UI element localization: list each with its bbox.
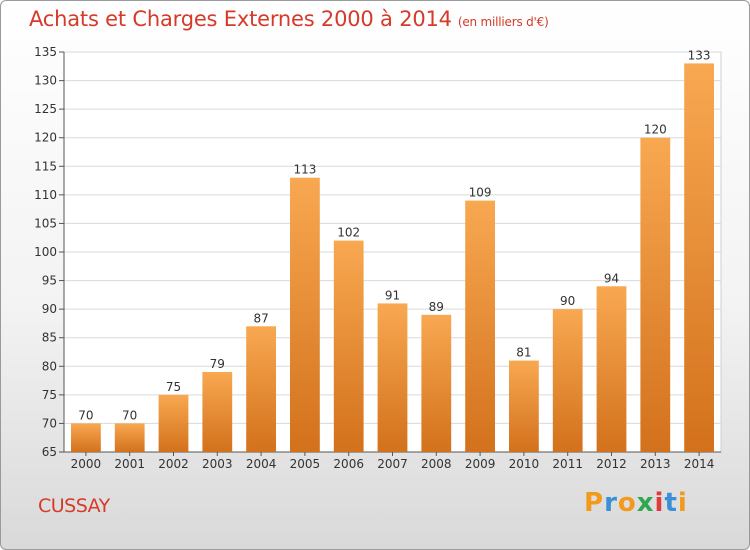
- chart-title: Achats et Charges Externes 2000 à 2014 (e…: [29, 7, 549, 31]
- x-tick-label: 2014: [684, 457, 715, 471]
- bar: [333, 240, 364, 452]
- y-tick-label: 105: [34, 216, 57, 230]
- x-tick-label: 2008: [421, 457, 452, 471]
- logo-letter: P: [584, 488, 605, 518]
- x-tick-label: 2012: [596, 457, 627, 471]
- bar: [552, 309, 583, 452]
- y-tick-label: 65: [42, 445, 57, 459]
- bar: [640, 137, 671, 452]
- y-tick-label: 95: [42, 274, 57, 288]
- bar: [377, 303, 408, 452]
- bar: [421, 314, 452, 452]
- y-tick-label: 100: [34, 245, 57, 259]
- logo-letter: i: [654, 488, 665, 518]
- data-label: 109: [469, 186, 492, 200]
- bar: [290, 177, 320, 452]
- logo-letter: i: [677, 488, 688, 518]
- bar: [465, 200, 495, 452]
- bar: [114, 423, 145, 452]
- y-tick-label: 110: [34, 188, 57, 202]
- y-tick-label: 70: [42, 416, 57, 430]
- y-tick-label: 125: [34, 102, 57, 116]
- data-label: 70: [78, 408, 93, 422]
- y-tick-label: 120: [34, 131, 57, 145]
- bar: [158, 394, 189, 452]
- x-tick-label: 2009: [465, 457, 496, 471]
- bar: [596, 286, 627, 452]
- data-label: 70: [122, 408, 137, 422]
- x-tick-label: 2007: [377, 457, 408, 471]
- logo-letter: x: [636, 488, 655, 518]
- chart-title-text: Achats et Charges Externes 2000 à 2014: [29, 7, 452, 31]
- data-label: 91: [385, 288, 400, 302]
- bar: [202, 372, 233, 452]
- logo-letter: o: [617, 488, 637, 518]
- x-tick-label: 2003: [202, 457, 233, 471]
- y-tick-label: 90: [42, 302, 57, 316]
- x-tick-label: 2000: [71, 457, 102, 471]
- chart-unit: (en milliers d'€): [457, 15, 549, 29]
- bar: [684, 63, 714, 453]
- y-tick-label: 115: [34, 159, 57, 173]
- proxiti-logo: Proxiti: [584, 488, 688, 518]
- x-tick-label: 2001: [114, 457, 145, 471]
- bar: [246, 326, 276, 452]
- x-tick-label: 2006: [333, 457, 364, 471]
- data-label: 81: [516, 346, 531, 360]
- x-tick-label: 2010: [509, 457, 540, 471]
- x-tick-label: 2002: [158, 457, 189, 471]
- data-label: 89: [429, 300, 444, 314]
- data-label: 75: [166, 380, 181, 394]
- data-label: 113: [293, 163, 316, 177]
- y-tick-label: 85: [42, 331, 57, 345]
- x-tick-label: 2011: [552, 457, 583, 471]
- commune-name: CUSSAY: [38, 495, 110, 517]
- data-label: 102: [337, 226, 360, 240]
- y-tick-label: 75: [42, 388, 57, 402]
- data-label: 133: [688, 48, 711, 62]
- bar: [509, 360, 539, 452]
- data-label: 90: [560, 294, 575, 308]
- data-label: 120: [644, 123, 667, 137]
- bar: [71, 423, 101, 452]
- x-tick-label: 2013: [640, 457, 671, 471]
- logo-letter: t: [664, 488, 678, 518]
- y-tick-label: 135: [34, 45, 57, 59]
- logo-letter: r: [604, 488, 618, 518]
- y-tick-label: 130: [34, 74, 57, 88]
- x-tick-label: 2005: [290, 457, 321, 471]
- data-label: 79: [210, 357, 225, 371]
- x-tick-label: 2004: [246, 457, 277, 471]
- data-label: 94: [604, 271, 619, 285]
- data-label: 87: [253, 311, 268, 325]
- y-tick-label: 80: [42, 359, 57, 373]
